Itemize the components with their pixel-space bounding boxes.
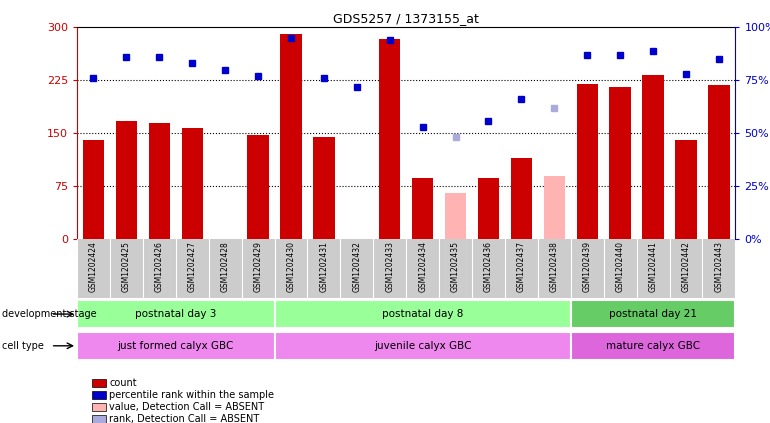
Text: development stage: development stage xyxy=(2,309,96,319)
Bar xyxy=(149,123,170,239)
Bar xyxy=(77,300,274,328)
Text: juvenile calyx GBC: juvenile calyx GBC xyxy=(374,341,471,351)
Bar xyxy=(274,332,571,360)
Text: GSM1202428: GSM1202428 xyxy=(221,241,229,291)
Text: GSM1202441: GSM1202441 xyxy=(648,241,658,291)
Text: GSM1202432: GSM1202432 xyxy=(353,241,361,291)
Text: postnatal day 8: postnatal day 8 xyxy=(382,309,464,319)
Bar xyxy=(77,332,274,360)
Text: count: count xyxy=(109,378,137,388)
Bar xyxy=(182,128,203,239)
Text: GSM1202436: GSM1202436 xyxy=(484,241,493,292)
Text: value, Detection Call = ABSENT: value, Detection Call = ABSENT xyxy=(109,402,264,412)
Bar xyxy=(544,176,565,239)
Bar xyxy=(675,140,697,239)
Bar xyxy=(577,84,598,239)
Bar xyxy=(412,179,434,239)
Text: GSM1202439: GSM1202439 xyxy=(583,241,591,292)
Text: percentile rank within the sample: percentile rank within the sample xyxy=(109,390,274,400)
Bar xyxy=(708,85,730,239)
Bar xyxy=(445,193,467,239)
Text: mature calyx GBC: mature calyx GBC xyxy=(606,341,700,351)
Text: GSM1202434: GSM1202434 xyxy=(418,241,427,292)
Bar xyxy=(477,179,499,239)
Bar xyxy=(609,88,631,239)
Bar xyxy=(313,137,335,239)
Text: GSM1202440: GSM1202440 xyxy=(616,241,624,292)
Text: cell type: cell type xyxy=(2,341,43,351)
Bar xyxy=(274,300,571,328)
Text: GSM1202429: GSM1202429 xyxy=(253,241,263,291)
Text: postnatal day 21: postnatal day 21 xyxy=(609,309,697,319)
Text: postnatal day 3: postnatal day 3 xyxy=(135,309,216,319)
Title: GDS5257 / 1373155_at: GDS5257 / 1373155_at xyxy=(333,12,479,25)
Text: GSM1202431: GSM1202431 xyxy=(320,241,328,291)
Text: GSM1202438: GSM1202438 xyxy=(550,241,559,291)
Bar xyxy=(571,300,735,328)
Text: GSM1202435: GSM1202435 xyxy=(451,241,460,292)
Text: GSM1202424: GSM1202424 xyxy=(89,241,98,291)
Bar xyxy=(642,75,664,239)
Text: GSM1202442: GSM1202442 xyxy=(681,241,691,291)
Bar xyxy=(82,140,104,239)
Bar xyxy=(511,158,532,239)
Bar xyxy=(247,135,269,239)
Bar xyxy=(379,39,400,239)
Text: GSM1202430: GSM1202430 xyxy=(286,241,296,292)
Text: GSM1202425: GSM1202425 xyxy=(122,241,131,291)
Bar xyxy=(571,332,735,360)
Text: just formed calyx GBC: just formed calyx GBC xyxy=(118,341,234,351)
Text: GSM1202437: GSM1202437 xyxy=(517,241,526,292)
Bar xyxy=(116,121,137,239)
Text: GSM1202427: GSM1202427 xyxy=(188,241,196,291)
Text: GSM1202443: GSM1202443 xyxy=(715,241,723,292)
Text: GSM1202433: GSM1202433 xyxy=(385,241,394,292)
Text: rank, Detection Call = ABSENT: rank, Detection Call = ABSENT xyxy=(109,414,259,423)
Text: GSM1202426: GSM1202426 xyxy=(155,241,164,291)
Bar xyxy=(280,34,302,239)
